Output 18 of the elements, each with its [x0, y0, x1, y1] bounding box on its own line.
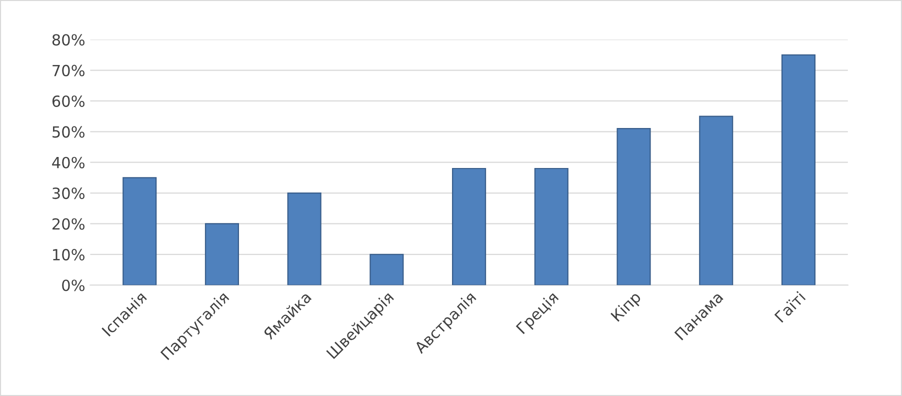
y-tick-label: 10%	[53, 248, 84, 260]
bar	[287, 192, 322, 286]
bar	[204, 223, 239, 286]
y-tick-label: 60%	[52, 95, 84, 107]
y-tick-label: 70%	[52, 64, 84, 76]
bar	[452, 168, 486, 286]
bar	[616, 128, 651, 286]
y-tick-label: 0%	[62, 280, 84, 292]
y-tick-label: 30%	[52, 188, 84, 200]
bar	[699, 116, 734, 286]
y-tick-label: 20%	[52, 218, 84, 230]
bar	[534, 168, 568, 286]
y-tick-label: 40%	[52, 156, 84, 168]
bar	[370, 254, 404, 286]
y-tick-label: 80%	[52, 34, 84, 46]
bar	[781, 54, 816, 286]
y-tick-label: 50%	[52, 126, 84, 138]
bar	[122, 177, 157, 286]
